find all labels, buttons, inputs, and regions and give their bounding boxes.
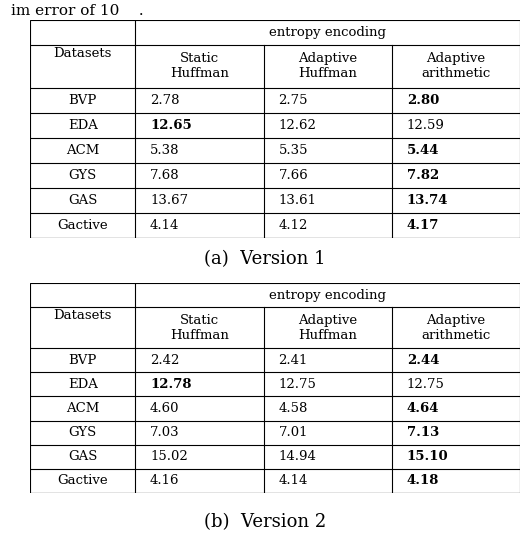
- Text: EDA: EDA: [68, 119, 98, 131]
- Text: 4.16: 4.16: [150, 475, 180, 487]
- Text: Datasets: Datasets: [54, 47, 112, 60]
- Text: Static
Huffman: Static Huffman: [170, 52, 229, 80]
- Text: 13.67: 13.67: [150, 194, 188, 207]
- Text: GYS: GYS: [68, 426, 97, 439]
- Text: 5.44: 5.44: [407, 144, 439, 157]
- Text: 4.58: 4.58: [278, 402, 308, 415]
- Text: (a)  Version 1: (a) Version 1: [204, 250, 326, 268]
- Text: 4.17: 4.17: [407, 219, 439, 232]
- Text: 13.74: 13.74: [407, 194, 448, 207]
- Text: 7.01: 7.01: [278, 426, 308, 439]
- Text: Adaptive
Huffman: Adaptive Huffman: [298, 52, 357, 80]
- Text: Static
Huffman: Static Huffman: [170, 314, 229, 342]
- Text: 12.78: 12.78: [150, 378, 191, 391]
- Text: ACM: ACM: [66, 402, 99, 415]
- Text: GYS: GYS: [68, 169, 97, 182]
- Text: (b)  Version 2: (b) Version 2: [204, 513, 326, 531]
- Text: BVP: BVP: [68, 354, 97, 367]
- Text: 2.78: 2.78: [150, 94, 180, 107]
- Text: 2.80: 2.80: [407, 94, 439, 107]
- Text: 12.75: 12.75: [407, 378, 445, 391]
- Text: 2.41: 2.41: [278, 354, 308, 367]
- Text: Datasets: Datasets: [54, 309, 112, 322]
- Text: entropy encoding: entropy encoding: [269, 289, 386, 301]
- Text: 2.44: 2.44: [407, 354, 439, 367]
- Text: 7.03: 7.03: [150, 426, 180, 439]
- Text: Gactive: Gactive: [57, 219, 108, 232]
- Text: 2.75: 2.75: [278, 94, 308, 107]
- Text: 5.35: 5.35: [278, 144, 308, 157]
- Text: Adaptive
arithmetic: Adaptive arithmetic: [421, 314, 491, 342]
- Text: 15.10: 15.10: [407, 450, 448, 463]
- Text: BVP: BVP: [68, 94, 97, 107]
- Text: Gactive: Gactive: [57, 475, 108, 487]
- Text: 7.82: 7.82: [407, 169, 439, 182]
- Text: 4.14: 4.14: [278, 475, 308, 487]
- Text: 12.59: 12.59: [407, 119, 445, 131]
- Text: GAS: GAS: [68, 194, 98, 207]
- Text: 13.61: 13.61: [278, 194, 316, 207]
- Text: entropy encoding: entropy encoding: [269, 26, 386, 39]
- Text: 15.02: 15.02: [150, 450, 188, 463]
- Text: 4.60: 4.60: [150, 402, 180, 415]
- Text: 12.65: 12.65: [150, 119, 192, 131]
- Text: ACM: ACM: [66, 144, 99, 157]
- Text: Adaptive
arithmetic: Adaptive arithmetic: [421, 52, 491, 80]
- Text: 7.68: 7.68: [150, 169, 180, 182]
- Text: 4.14: 4.14: [150, 219, 180, 232]
- Text: 14.94: 14.94: [278, 450, 316, 463]
- Text: GAS: GAS: [68, 450, 98, 463]
- Text: im error of 10    .: im error of 10 .: [11, 4, 143, 18]
- Text: 7.13: 7.13: [407, 426, 439, 439]
- Text: 4.12: 4.12: [278, 219, 308, 232]
- Text: 7.66: 7.66: [278, 169, 308, 182]
- Text: EDA: EDA: [68, 378, 98, 391]
- Text: 4.18: 4.18: [407, 475, 439, 487]
- Text: Adaptive
Huffman: Adaptive Huffman: [298, 314, 357, 342]
- Text: 2.42: 2.42: [150, 354, 180, 367]
- Text: 12.62: 12.62: [278, 119, 316, 131]
- Text: 12.75: 12.75: [278, 378, 316, 391]
- Text: 5.38: 5.38: [150, 144, 180, 157]
- Text: 4.64: 4.64: [407, 402, 439, 415]
